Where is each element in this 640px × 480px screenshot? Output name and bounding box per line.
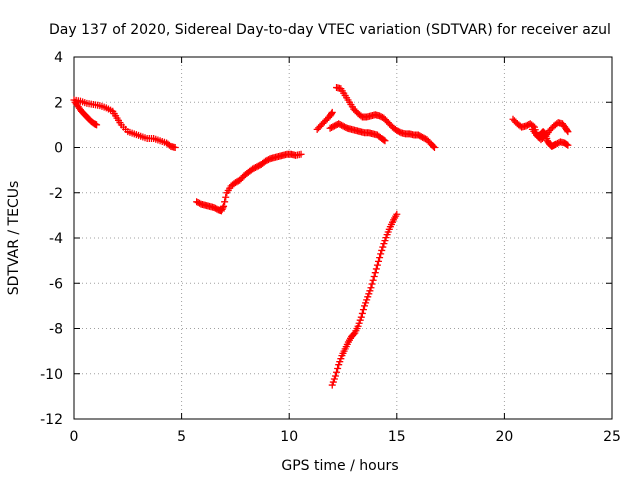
data-point <box>367 284 375 292</box>
data-point <box>361 302 369 310</box>
data-point <box>328 108 336 116</box>
data-point <box>380 136 388 144</box>
data-point <box>362 299 370 307</box>
data-point <box>373 261 381 269</box>
data-point <box>171 144 179 151</box>
data-point <box>376 254 384 262</box>
data-point <box>378 246 386 254</box>
x-tick-label: 25 <box>603 429 621 445</box>
x-tick-label: 0 <box>70 429 79 445</box>
data-point <box>365 290 373 298</box>
series-arc-5b <box>528 119 572 144</box>
data-point <box>563 127 571 135</box>
data-point <box>220 202 228 210</box>
data-point <box>218 205 226 213</box>
series-arc-1a <box>70 96 179 151</box>
data-point <box>331 372 339 380</box>
x-tick-label: 5 <box>177 429 186 445</box>
y-tick-label: -6 <box>49 276 63 292</box>
data-point <box>217 207 225 215</box>
tick-labels: 0 5 10 15 20 25 -12 -10 -8 -6 -4 -2 0 2 4 <box>40 50 621 445</box>
data-point <box>429 142 437 150</box>
data-point <box>371 269 379 277</box>
series-arc-3a <box>313 108 336 133</box>
x-axis-label: GPS time / hours <box>281 458 398 474</box>
data-point <box>393 210 401 218</box>
data-point <box>363 296 371 304</box>
x-tick-label: 15 <box>388 429 406 445</box>
series-arc-1b <box>71 98 101 129</box>
series-arc-2 <box>193 150 305 215</box>
data-point <box>377 250 385 258</box>
data-point <box>430 144 438 151</box>
data-point <box>297 150 305 158</box>
y-axis-label: SDTVAR / TECUs <box>6 181 22 296</box>
data-point <box>93 121 101 129</box>
data-point <box>564 128 572 136</box>
grid-lines <box>74 57 612 419</box>
x-tick-label: 20 <box>495 429 513 445</box>
y-tick-label: 4 <box>54 50 63 66</box>
data-point <box>368 280 376 288</box>
y-tick-label: -12 <box>40 412 63 428</box>
data-point <box>364 293 372 301</box>
data-point <box>356 316 364 324</box>
data-point <box>335 361 343 369</box>
data-point <box>221 198 229 206</box>
data-point <box>379 243 387 251</box>
data-point <box>219 204 227 212</box>
data-point <box>222 193 230 201</box>
data-point <box>563 140 571 148</box>
data-point <box>381 237 389 245</box>
data-point <box>372 265 380 273</box>
y-tick-label: -8 <box>49 322 63 338</box>
data-point <box>359 306 367 314</box>
x-tick-label: 10 <box>280 429 298 445</box>
data-point <box>380 240 388 248</box>
data-point <box>328 381 336 389</box>
data-point <box>357 313 365 321</box>
data-point <box>366 287 374 295</box>
data-point <box>529 122 537 130</box>
data-point <box>334 364 342 372</box>
data-point <box>370 272 378 280</box>
data-point <box>354 322 362 330</box>
chart-title: Day 137 of 2020, Sidereal Day-to-day VTE… <box>49 22 611 38</box>
data-point <box>328 110 336 118</box>
data-point <box>336 358 344 366</box>
data-point <box>355 319 363 327</box>
y-tick-label: -4 <box>49 231 63 247</box>
data-point <box>381 137 389 145</box>
data-point <box>330 375 338 383</box>
data-point <box>564 141 572 149</box>
data-point <box>329 378 337 386</box>
plot-frame <box>73 56 613 420</box>
series-arc-4 <box>328 210 401 389</box>
data-points <box>70 84 572 389</box>
data-point <box>337 355 345 363</box>
data-point <box>333 368 341 376</box>
data-point <box>382 234 390 242</box>
data-point <box>369 276 377 284</box>
data-point <box>358 309 366 317</box>
y-tick-label: 0 <box>54 141 63 157</box>
data-point <box>375 257 383 265</box>
series-arc-3b <box>333 84 438 151</box>
y-tick-label: 2 <box>54 95 63 111</box>
y-tick-label: -2 <box>49 186 63 202</box>
series-arc-3c <box>326 120 389 145</box>
y-tick-label: -10 <box>40 367 63 383</box>
